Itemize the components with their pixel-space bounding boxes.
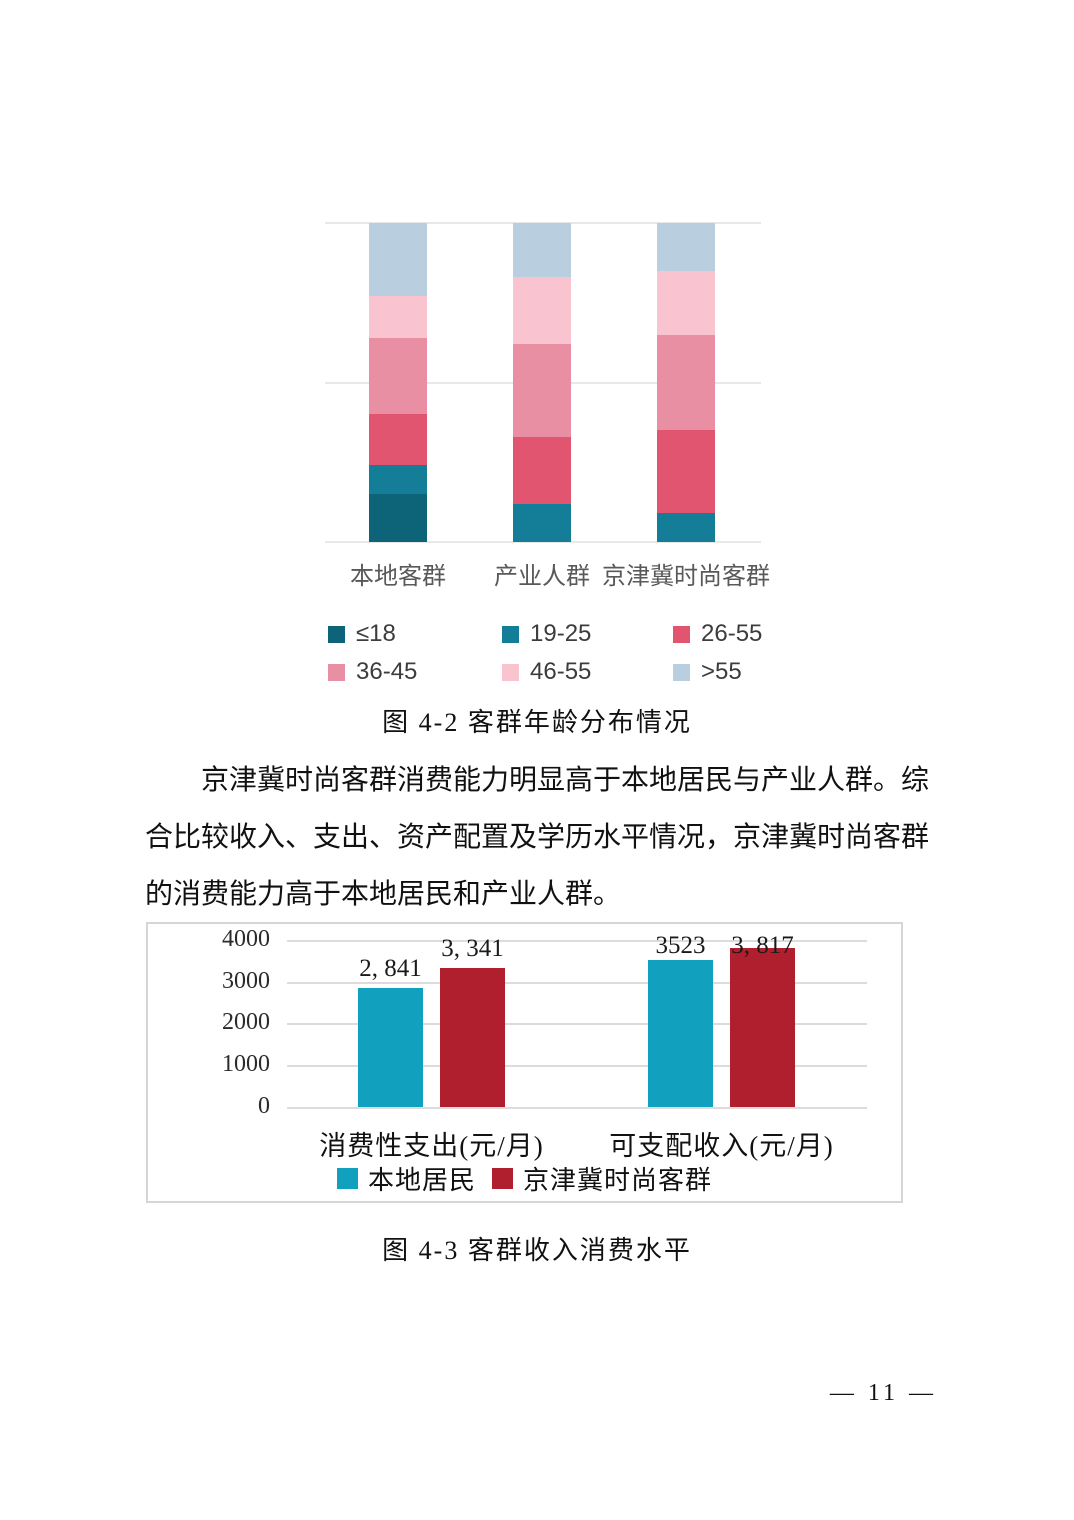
legend-item: 京津冀时尚客群 (492, 1160, 712, 1197)
category-label: 京津冀时尚客群 (602, 563, 770, 590)
legend-label: 46-55 (530, 658, 592, 685)
legend-swatch (673, 625, 690, 643)
bar-segment (513, 344, 571, 437)
bar-segment (369, 465, 427, 495)
bar-segment (657, 513, 715, 542)
x-category-label: 可支配收入(元/月) (609, 1131, 834, 1161)
grid-line (325, 541, 761, 543)
legend-swatch (502, 663, 519, 681)
legend-swatch (336, 1168, 358, 1189)
x-category-label: 消费性支出(元/月) (319, 1131, 544, 1161)
legend-item: >55 (673, 658, 742, 686)
legend-label: 19-25 (530, 620, 592, 647)
bar-segment (369, 296, 427, 338)
age-distribution-chart (325, 222, 761, 543)
stacked-bar (369, 223, 427, 542)
page-number: — 11 — (829, 1380, 937, 1406)
body-paragraph: 京津冀时尚客群消费能力明显高于本地居民与产业人群。综合比较收入、支出、资产配置及… (145, 765, 930, 910)
bar-segment (657, 270, 715, 335)
bar-segment (369, 414, 427, 466)
figure-4-3-caption: 图 4-3 客群收入消费水平 (382, 1236, 692, 1265)
figure-4-2-caption: 图 4-2 客群年龄分布情况 (382, 708, 692, 737)
grid-line (287, 1023, 867, 1025)
legend-item: 36-45 (328, 658, 417, 686)
income-consumption-chart: 0 1000 2000 3000 4000 2, 841 3523 3, 341 3, 817 消… (146, 922, 903, 1203)
bar-value-label: 2, 841 (359, 955, 422, 982)
stacked-bar (513, 223, 571, 542)
legend-item: ≤18 (328, 620, 396, 648)
bar-value-label: 3, 817 (731, 932, 794, 959)
legend-label: >55 (701, 658, 742, 685)
category-label: 产业人群 (494, 563, 590, 590)
bar-segment (513, 503, 571, 542)
bar-segment (513, 223, 571, 278)
y-tick-label: 2000 (222, 1009, 270, 1035)
legend-swatch (328, 663, 345, 681)
bar-value-label: 3523 (655, 932, 706, 959)
y-tick-label: 0 (258, 1093, 270, 1119)
bar-value-label: 3, 341 (441, 935, 504, 962)
stacked-bar (657, 223, 715, 542)
legend-label: 本地居民 (367, 1166, 476, 1195)
y-tick-label: 3000 (222, 968, 270, 994)
legend-swatch (502, 625, 519, 643)
legend-item: 本地居民 (336, 1160, 476, 1197)
grid-line (287, 1107, 867, 1109)
grid-line (287, 982, 867, 984)
bar-segment (369, 337, 427, 415)
grid-line (325, 222, 761, 224)
bar-segment (369, 223, 427, 297)
y-tick-label: 4000 (222, 926, 270, 952)
y-tick-label: 1000 (222, 1051, 270, 1077)
bar-segment (657, 430, 715, 514)
age-chart-category-axis: 本地客群 产业人群 京津冀时尚客群 (325, 556, 770, 590)
bar (730, 948, 795, 1107)
category-label: 本地客群 (350, 563, 446, 590)
bar-segment (513, 277, 571, 345)
bar-segment (369, 494, 427, 542)
bar (358, 988, 423, 1107)
bar-segment (513, 436, 571, 504)
bar (440, 968, 505, 1107)
legend-swatch (673, 663, 690, 681)
legend-item: 26-55 (673, 620, 762, 648)
bar-segment (657, 223, 715, 271)
legend-swatch (492, 1168, 513, 1189)
legend-item: 46-55 (502, 658, 591, 686)
legend-label: ≤18 (356, 620, 396, 647)
income-chart-legend: 本地居民 京津冀时尚客群 (148, 1160, 901, 1197)
legend-label: 京津冀时尚客群 (523, 1166, 713, 1195)
grid-line (287, 1065, 867, 1067)
legend-label: 26-55 (701, 620, 763, 647)
legend-label: 36-45 (356, 658, 418, 685)
bar-segment (657, 334, 715, 431)
legend-item: 19-25 (502, 620, 591, 648)
legend-swatch (328, 625, 345, 643)
grid-line (287, 940, 867, 942)
bar (648, 960, 713, 1107)
